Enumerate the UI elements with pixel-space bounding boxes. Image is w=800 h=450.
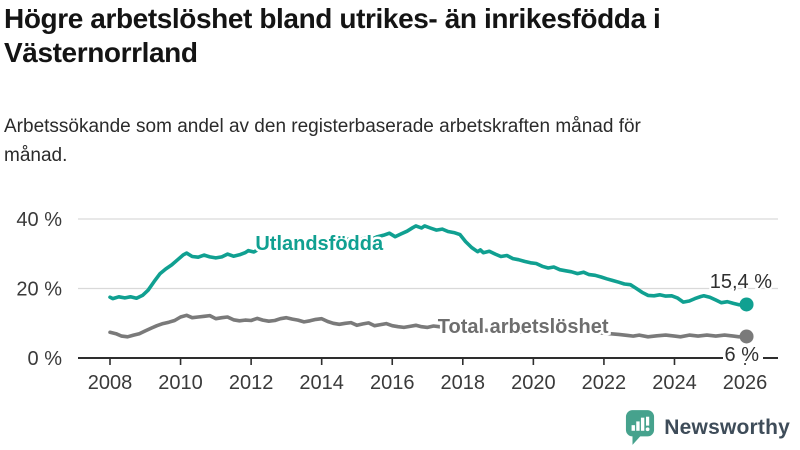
series-label-utlandsfodda: Utlandsfödda — [255, 233, 384, 255]
unemployment-line-chart: 2008 2010 2012 2014 2016 2018 2020 2022 2024 2026… — [16, 209, 778, 394]
series-label-total-arbetsloshet: Total arbetslöshet — [438, 316, 609, 338]
x-tick-label-2026: 2026 — [723, 372, 768, 394]
y-tick-label-0: 0 % — [28, 348, 63, 370]
x-tick-label-2010: 2010 — [158, 372, 203, 394]
x-tick-label-2016: 2016 — [370, 372, 415, 394]
end-dot-total-arbetsloshet — [739, 329, 754, 344]
x-tick-label-2008: 2008 — [88, 372, 133, 394]
y-tick-label-20: 20 % — [16, 279, 62, 301]
x-tick-label-2022: 2022 — [582, 372, 627, 394]
page-title: Högre arbetslöshet bland utrikes- än inr… — [4, 3, 661, 69]
end-dot-utlandsfodda — [739, 297, 754, 312]
newsworthy-wordmark: Newsworthy — [664, 415, 790, 439]
end-value-label-utlandsfodda: 15,4 % — [710, 271, 772, 293]
end-value-label-total-arbetsloshet: 6 % — [725, 344, 760, 366]
x-tick-label-2012: 2012 — [229, 372, 274, 394]
bar-chart-speech-bubble-icon — [626, 410, 655, 445]
x-tick-label-2020: 2020 — [511, 372, 556, 394]
y-tick-label-40: 40 % — [16, 209, 62, 231]
series-line-total-arbetsloshet — [108, 313, 747, 339]
page-subtitle: Arbetssökande som andel av den registerb… — [4, 116, 641, 167]
series-line-utlandsfodda — [108, 224, 747, 307]
newsworthy-logo[interactable]: Newsworthy — [625, 409, 790, 446]
x-tick-label-2024: 2024 — [652, 372, 697, 394]
x-tick-label-2014: 2014 — [299, 372, 344, 394]
x-tick-label-2018: 2018 — [441, 372, 486, 394]
